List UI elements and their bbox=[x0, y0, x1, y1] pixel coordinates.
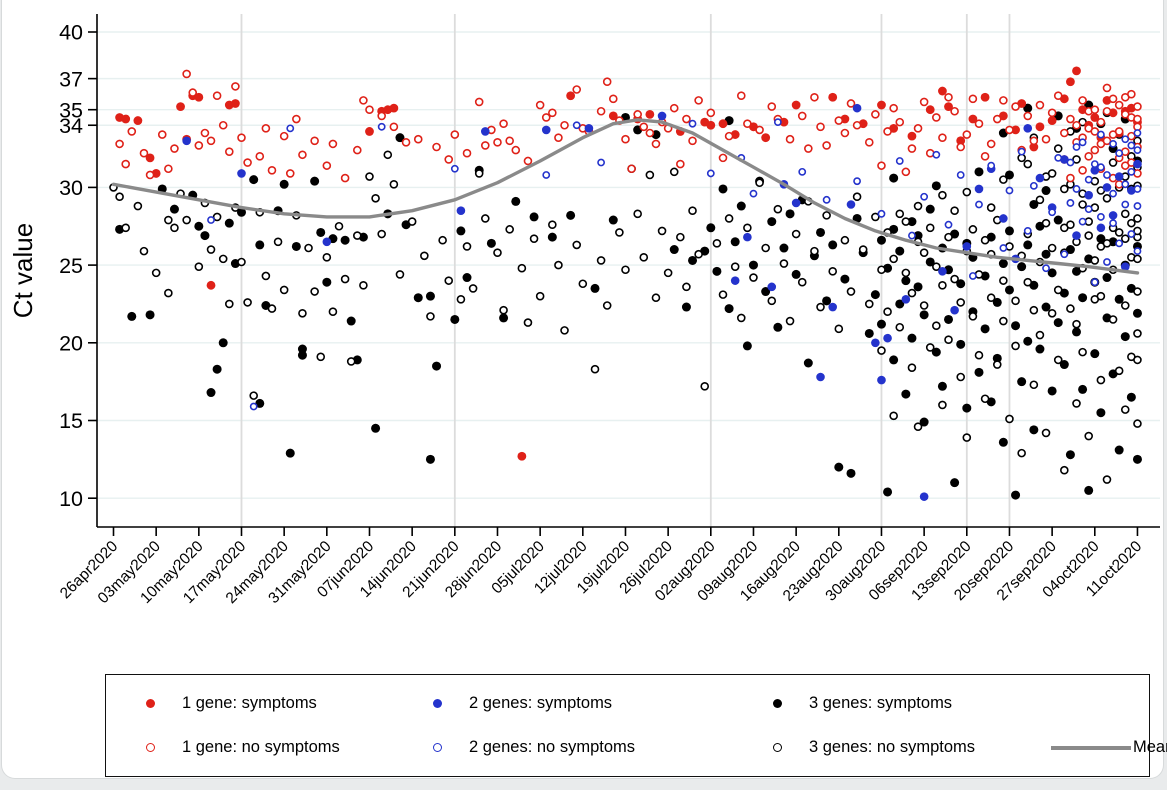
legend-label: 2 genes: no symptoms bbox=[469, 738, 635, 757]
axes bbox=[96, 14, 1160, 528]
legend-item-2genes-no-symptoms: 2 genes: no symptoms bbox=[433, 738, 773, 757]
y-tick-label: 30 bbox=[59, 176, 83, 200]
legend-label: 2 genes: symptoms bbox=[469, 693, 613, 712]
series-2-genes-symptoms bbox=[182, 103, 1142, 501]
scatter-chart: 10 15 20 25 30 34 35 37 40 26apr2020 03may2020 10ma… bbox=[2, 0, 1167, 660]
mean-line-icon bbox=[1051, 746, 1131, 750]
black-hollow-dot-icon bbox=[773, 743, 782, 753]
legend-label: 3 genes: symptoms bbox=[809, 693, 953, 712]
x-axis-ticks: 26apr202003may202010may202017may202024ma… bbox=[57, 527, 1146, 607]
red-filled-dot-icon bbox=[146, 698, 155, 708]
y-tick-label: 37 bbox=[59, 67, 83, 91]
legend-label: 3 genes: no symptoms bbox=[809, 738, 975, 757]
mean-line bbox=[111, 118, 1140, 275]
legend-item-1gene-symptoms: 1 gene: symptoms bbox=[146, 694, 433, 713]
legend-item-2genes-symptoms: 2 genes: symptoms bbox=[433, 694, 773, 713]
y-tick-label: 34 bbox=[59, 114, 83, 138]
black-filled-dot-icon bbox=[773, 698, 782, 708]
series-3-genes-no-symptoms bbox=[109, 108, 1142, 484]
legend-label: 1 gene: symptoms bbox=[182, 693, 317, 712]
y-tick-label: 15 bbox=[59, 409, 83, 433]
y-tick-label: 40 bbox=[59, 21, 83, 45]
series-2-genes-no-symptoms bbox=[207, 118, 1142, 411]
blue-filled-dot-icon bbox=[433, 698, 442, 708]
horizontal-gridlines bbox=[97, 31, 1160, 499]
y-tick-label: 25 bbox=[59, 254, 83, 278]
blue-hollow-dot-icon bbox=[433, 743, 442, 753]
red-hollow-dot-icon bbox=[146, 743, 155, 753]
legend-label: 1 gene: no symptoms bbox=[182, 738, 340, 757]
legend-item-3genes-symptoms: 3 genes: symptoms bbox=[773, 694, 1051, 713]
legend-item-mean: Mean (all values) bbox=[1051, 738, 1167, 757]
legend-item-3genes-no-symptoms: 3 genes: no symptoms bbox=[773, 738, 1051, 757]
y-axis-label: Ct value bbox=[8, 223, 38, 318]
y-tick-label: 10 bbox=[59, 487, 83, 511]
legend-item-1gene-no-symptoms: 1 gene: no symptoms bbox=[146, 738, 433, 757]
y-tick-label: 35 bbox=[59, 98, 83, 122]
legend-box: 1 gene: symptoms 2 genes: symptoms 3 gen… bbox=[105, 674, 1167, 777]
y-tick-label: 20 bbox=[59, 332, 83, 356]
legend-label: Mean (all values) bbox=[1133, 738, 1167, 757]
